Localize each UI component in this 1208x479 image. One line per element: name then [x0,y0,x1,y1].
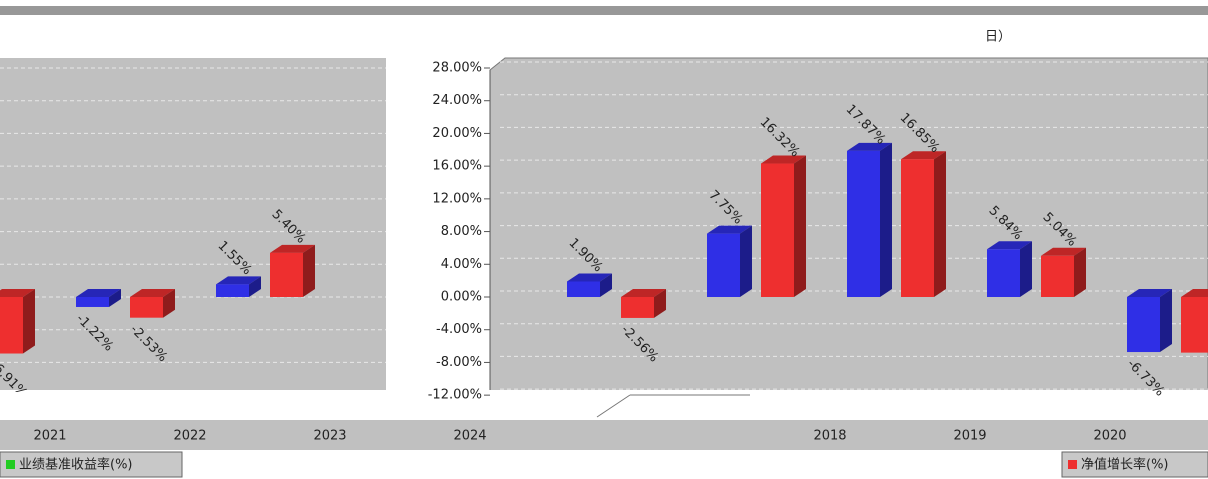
bar-top [216,276,261,285]
bar-top [1127,289,1172,297]
left-plot [0,58,386,392]
x-label: 2021 [33,429,66,444]
x-label: 2023 [313,429,346,444]
bar [216,276,261,297]
bar-front [216,284,249,297]
x-label: 2019 [953,429,986,444]
bar-side [249,276,261,297]
legends: 业绩基准收益率(%) 净值增长率(%) [6,457,1169,473]
bar-front [1181,297,1208,353]
y-tick-label: 0.00% [441,290,482,305]
bar-front [707,233,740,297]
bar-front [1041,255,1074,297]
bar-side [654,289,666,318]
bar-front [1127,297,1160,353]
bar [567,273,612,297]
legend-left [0,451,183,478]
bar-side [794,155,806,297]
legend-swatch [6,460,15,469]
bar-top [707,225,752,234]
bar [847,142,892,297]
bar-top [1041,247,1086,256]
axis-edge [596,394,631,418]
bar [761,155,806,297]
bar-front [761,163,794,297]
bar-side [163,289,175,318]
x-axis-strip [0,420,1208,450]
bar-top [901,151,946,160]
bar [76,289,121,307]
white-gap [0,390,1208,420]
y-tick-label: 4.00% [441,257,482,272]
y-tick-label: -8.00% [436,355,482,370]
bar [1041,247,1086,297]
bar-top [761,155,806,164]
y-tick-label: 20.00% [432,126,482,141]
bar-front [847,150,880,297]
legend-label: 净值增长率(%) [1081,457,1169,473]
bar [1181,289,1208,353]
bar-front [0,297,23,354]
bar-top [76,289,121,297]
x-labels: 2021 2022 2023 2024 2018 2019 2020 [33,429,1126,444]
y-tick-label: 12.00% [432,191,482,206]
y-ticks: 28.00% 24.00% 20.00% 16.00% 12.00% 8.00% 4.00%… [428,61,490,403]
bar-top [847,142,892,151]
bar-side [600,273,612,297]
bar-side [109,289,121,307]
bar-front [901,159,934,297]
bar-front [621,297,654,318]
x-label: 2020 [1093,429,1126,444]
bar-side [740,225,752,297]
y-tick-label: 28.00% [432,61,482,76]
y-tick-label: -12.00% [428,388,482,403]
y-tick-label: -4.00% [436,322,482,337]
bar-front [270,252,303,297]
bar-side [1160,289,1172,353]
bar-top [0,289,35,297]
y-tick-label: 24.00% [432,93,482,108]
bar [901,151,946,297]
bar [987,241,1032,297]
garbled-title-strip [0,6,1208,15]
bar-top [270,244,315,253]
title-fragment: 日） [985,30,1011,45]
legend-right [1061,451,1208,478]
bar-top [567,273,612,282]
bar-top [987,241,1032,250]
bar-top [130,289,175,297]
bar-side [1020,241,1032,297]
bar [621,289,666,318]
bar [707,225,752,297]
bar-side [303,244,315,297]
x-label: 2024 [453,429,486,444]
bar-front [130,297,163,318]
x-label: 2022 [173,429,206,444]
bar [130,289,175,318]
y-tick-label: 16.00% [432,159,482,174]
bar-side [23,289,35,354]
bar-top [621,289,666,297]
bar [1127,289,1172,353]
x-label: 2018 [813,429,846,444]
bar-top [1181,289,1208,297]
bar-side [1074,247,1086,297]
bar-side [880,142,892,297]
legend-swatch [1068,460,1077,469]
legend-label: 业绩基准收益率(%) [19,457,133,473]
bar [0,289,35,354]
bar-front [76,297,109,307]
bar [270,244,315,297]
y-tick-label: 8.00% [441,224,482,239]
bar-front [567,281,600,297]
bar-front [987,249,1020,297]
bar-side [934,151,946,297]
